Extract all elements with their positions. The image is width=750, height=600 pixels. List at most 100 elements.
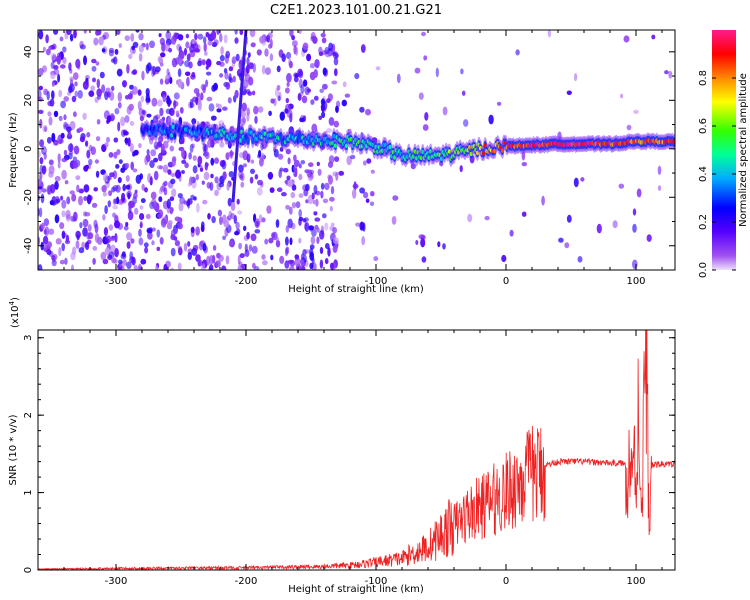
heatmap-speckle bbox=[187, 252, 192, 260]
heatmap-speckle bbox=[566, 90, 572, 96]
heatmap-speckle bbox=[88, 144, 93, 152]
heatmap-speckle bbox=[118, 259, 123, 265]
heatmap-speckle bbox=[79, 136, 85, 143]
heatmap-speckle bbox=[295, 201, 301, 209]
heatmap-speckle bbox=[168, 47, 173, 53]
heatmap-speckle bbox=[332, 237, 339, 245]
heatmap-speckle bbox=[172, 32, 178, 42]
heatmap-speckle bbox=[61, 199, 67, 209]
heatmap-speckle bbox=[396, 73, 401, 84]
heatmap-speckle bbox=[135, 174, 142, 184]
heatmap-speckle bbox=[293, 154, 297, 162]
heatmap-speckle bbox=[216, 252, 221, 259]
heatmap-speckle bbox=[58, 247, 62, 257]
heatmap-speckle bbox=[38, 30, 44, 40]
heatmap-speckle bbox=[293, 45, 297, 55]
heatmap-speckle bbox=[238, 242, 243, 250]
heatmap-speckle bbox=[289, 30, 294, 37]
heatmap-speckle bbox=[198, 106, 202, 112]
spectrogram-y-axis-label: Frequency (Hz) bbox=[8, 112, 19, 188]
heatmap-speckle bbox=[123, 225, 129, 231]
heatmap-speckle bbox=[217, 209, 223, 217]
heatmap-speckle bbox=[124, 115, 130, 123]
heatmap-speckle bbox=[71, 264, 74, 270]
heatmap-speckle bbox=[157, 213, 162, 219]
heatmap-speckle bbox=[133, 192, 138, 199]
heatmap-speckle bbox=[175, 110, 180, 116]
heatmap-speckle bbox=[88, 158, 93, 166]
heatmap-speckle bbox=[49, 183, 56, 194]
heatmap-speckle bbox=[651, 34, 656, 40]
heatmap-speckle bbox=[63, 149, 68, 156]
heatmap-speckle bbox=[197, 33, 204, 40]
heatmap-speckle bbox=[334, 53, 339, 59]
heatmap-speckle bbox=[226, 183, 230, 191]
heatmap-speckle bbox=[196, 92, 200, 97]
heatmap-speckle bbox=[206, 96, 213, 102]
heatmap-speckle bbox=[91, 65, 97, 72]
heatmap-speckle bbox=[330, 222, 335, 228]
heatmap-speckle bbox=[373, 256, 379, 262]
heatmap-speckle bbox=[57, 161, 61, 169]
heatmap-speckle bbox=[328, 42, 333, 52]
heatmap-speckle bbox=[61, 230, 66, 239]
heatmap-speckle bbox=[149, 227, 153, 234]
heatmap-speckle bbox=[279, 255, 285, 264]
heatmap-speckle bbox=[191, 71, 196, 78]
heatmap-speckle bbox=[291, 184, 297, 191]
heatmap-speckle bbox=[65, 209, 71, 220]
heatmap-speckle bbox=[79, 44, 86, 50]
heatmap-speckle bbox=[77, 90, 83, 99]
heatmap-speckle bbox=[234, 37, 239, 44]
heatmap-speckle bbox=[117, 177, 122, 184]
heatmap-speckle bbox=[73, 145, 80, 155]
heatmap-speckle bbox=[194, 33, 198, 41]
heatmap-speckle bbox=[324, 258, 329, 265]
heatmap-speckle bbox=[207, 213, 211, 220]
x-tick-label: -300 bbox=[105, 576, 128, 587]
heatmap-speckle bbox=[310, 99, 315, 105]
heatmap-speckle bbox=[85, 140, 89, 147]
heatmap-speckle bbox=[153, 170, 159, 181]
heatmap-speckle bbox=[199, 167, 204, 172]
heatmap-speckle bbox=[243, 225, 247, 231]
heatmap-speckle bbox=[203, 36, 207, 45]
colorbar-ticks: 0.0 0.2 0.4 0.6 0.8 bbox=[698, 70, 736, 278]
y-tick-label: 1 bbox=[23, 489, 34, 495]
heatmap-speckle bbox=[267, 32, 273, 39]
heatmap-speckle bbox=[341, 99, 347, 107]
heatmap-speckle bbox=[54, 214, 60, 224]
heatmap-speckle bbox=[285, 51, 292, 60]
heatmap-speckle bbox=[333, 57, 339, 66]
heatmap-speckle bbox=[190, 226, 195, 233]
heatmap-speckle bbox=[143, 242, 149, 248]
y-tick-label: 0 bbox=[23, 146, 34, 152]
heatmap-speckle bbox=[83, 165, 89, 172]
heatmap-speckle bbox=[154, 66, 161, 73]
heatmap-speckle bbox=[350, 154, 356, 160]
heatmap-speckle bbox=[460, 68, 464, 75]
y-tick-label: 40 bbox=[23, 45, 34, 58]
heatmap-speckle bbox=[276, 65, 281, 73]
heatmap-speckle bbox=[96, 119, 101, 125]
heatmap-speckle bbox=[115, 184, 121, 193]
heatmap-speckle bbox=[165, 108, 171, 115]
heatmap-speckle bbox=[247, 153, 251, 159]
heatmap-speckle bbox=[281, 53, 286, 62]
heatmap-speckle bbox=[256, 49, 262, 56]
heatmap-speckle bbox=[237, 255, 241, 265]
heatmap-speckle bbox=[62, 56, 67, 65]
heatmap-speckle bbox=[203, 42, 207, 52]
heatmap-speckle bbox=[155, 265, 159, 270]
heatmap-speckle bbox=[320, 103, 325, 112]
heatmap-speckle bbox=[171, 157, 176, 167]
heatmap-speckle bbox=[60, 195, 64, 201]
heatmap-speckle bbox=[50, 61, 55, 69]
heatmap-speckle bbox=[187, 182, 192, 187]
heatmap-speckle bbox=[121, 192, 126, 203]
heatmap-speckle bbox=[596, 223, 602, 234]
heatmap-speckle bbox=[254, 218, 260, 229]
heatmap-speckle bbox=[321, 111, 326, 119]
heatmap-speckle bbox=[173, 99, 177, 110]
heatmap-speckle bbox=[646, 234, 652, 242]
